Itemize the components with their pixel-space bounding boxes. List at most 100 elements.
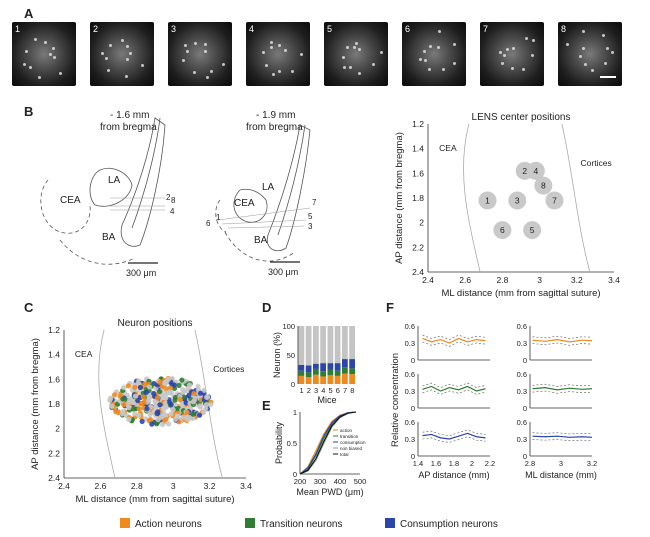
atlas-left-ba: BA [102,232,116,243]
concentration-line-transition [422,385,486,392]
ci-lower [532,439,593,442]
stacked-bar-segment [334,370,341,376]
atlas-left-cea: CEA [60,195,81,206]
neuron-point [113,409,119,415]
stacked-bar-segment [342,359,348,368]
panel-a-letter: A [24,6,34,21]
ci-upper [532,383,593,387]
calcium-image-3: 3 [168,22,232,86]
atlas-mid-scale: 300 μm [268,267,298,277]
atlas-mid-num: 6 [206,219,211,228]
atlas-left-subtitle: from bregma [100,122,157,133]
neuron-point [108,395,114,401]
x-axis-label: Mean PWD (μm) [296,487,363,497]
stacked-bar-segment [298,375,305,384]
y-tick-label: 0.3 [405,339,415,348]
x-tick-label: 2.6 [94,481,106,491]
y-tick-label: 1.6 [48,374,60,384]
neuron-point [144,406,150,412]
stacked-bar-segment [298,370,305,376]
annotation-cortices: Cortices [581,158,612,168]
annotation-cea: CEA [75,349,93,359]
neuron-point [126,399,132,405]
stacked-bar-segment [342,367,348,374]
neuron-point [149,421,155,427]
y-tick-label: 0 [411,452,415,461]
ci-upper [532,432,593,435]
x-tick-label: 7 [343,386,347,395]
neuron-point [190,411,196,417]
stacked-bar-segment [320,363,326,372]
atlas-left-num: 8 [171,196,176,205]
stacked-bar-segment [298,364,305,371]
x-tick-label: 2.4 [422,275,434,285]
neuron-point [141,399,147,405]
neuron-point [162,404,168,410]
neuron-point [177,397,183,403]
legend-action-label: Action neurons [135,519,202,530]
stacked-bar-segment [313,326,319,364]
atlas-mid-cea: CEA [234,198,255,209]
panel-d-letter: D [262,300,272,315]
y-tick-label: 1.8 [412,193,424,203]
y-tick-label: 0.3 [517,435,527,444]
x-tick-label: 2.8 [525,459,535,468]
lens-position-label: 2 [522,166,527,176]
x-tick-label: 3.2 [204,481,216,491]
stacked-bar-segment [349,359,355,369]
ci-lower [532,342,593,346]
cea-boundary [463,123,481,273]
y-tick-label: 0.3 [405,435,415,444]
neuron-point [142,381,148,387]
neuron-point [143,389,149,396]
stacked-bar-segment [305,326,312,366]
lens-position-label: 1 [485,195,490,205]
neuron-point [176,382,182,388]
neuron-point [163,416,169,422]
neuron-point [204,394,210,400]
x-tick-label: 3.4 [608,275,620,285]
y-tick-label: 1.4 [48,350,60,360]
neuron-point [157,389,163,395]
atlas-mid-ba: BA [254,235,268,246]
concentration-line-consumption [422,432,486,440]
legend-consumption-label: Consumption neurons [400,519,498,530]
stacked-bar-segment [320,371,326,377]
neuron-point [164,390,170,397]
y-axis-label: AP distance (mm from bregma) [30,338,41,470]
atlas-mid-subtitle: from bregma [246,122,303,133]
stacked-bar-segment [342,373,348,384]
atlas-left-num: 2 [166,193,171,202]
y-tick-label: 0 [523,356,527,365]
stacked-bar-segment [334,375,341,384]
ci-lower [422,436,486,443]
lens-position-label: 8 [541,181,546,191]
y-axis-label: Probability [274,421,284,464]
neuron-point [182,388,188,394]
x-tick-label: 400 [334,477,347,486]
x-tick-label: 6 [336,386,340,395]
lens-position-label: 6 [500,225,505,235]
x-tick-label: 2.6 [459,275,471,285]
y-tick-label: 0.3 [517,387,527,396]
neuron-point [203,406,209,412]
atlas-mid-la: LA [262,182,275,193]
y-tick-label: 0.6 [405,322,415,331]
neuron-point [184,409,190,416]
neuron-point [146,384,153,390]
neuron-point [154,410,160,417]
ci-lower [422,341,486,347]
legend-consumption-swatch [385,518,395,528]
y-tick-label: 1.4 [412,144,424,154]
y-axis-label: Relative concentration [390,353,401,447]
x-tick-label: 1 [300,386,304,395]
neuron-point [168,411,174,417]
x-tick-label: 2 [307,386,311,395]
calcium-image-5: 5 [324,22,388,86]
stacked-bar-segment [334,363,341,371]
calcium-image-2: 2 [90,22,154,86]
cortex-boundary [561,123,591,273]
x-tick-label: 2.4 [58,481,70,491]
y-tick-label: 0.5 [287,439,297,448]
stacked-bar-segment [349,374,355,384]
